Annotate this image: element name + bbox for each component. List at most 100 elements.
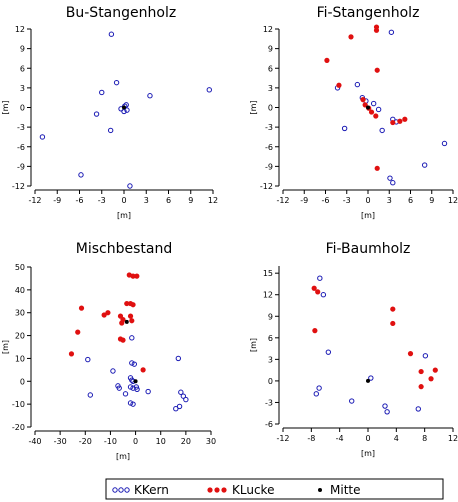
- kern-point: [388, 29, 395, 35]
- kern-point: [375, 106, 382, 113]
- lucke-point: [105, 310, 111, 316]
- y-tick-label: -20: [12, 423, 25, 432]
- lucke-point: [397, 118, 403, 124]
- kern-point: [422, 353, 429, 359]
- x-tick-label: 0: [121, 196, 126, 205]
- series-kkern: [39, 31, 212, 189]
- mitte-point: [366, 105, 370, 110]
- lucke-point: [368, 109, 375, 115]
- kern-point: [145, 388, 151, 395]
- y-tick-label: 6: [20, 64, 25, 73]
- lucke-point: [130, 302, 136, 308]
- x-tick-label: 4: [394, 434, 399, 443]
- chart-title: Bu-Stangenholz: [66, 5, 176, 21]
- x-tick-label: 20: [181, 437, 191, 446]
- x-tick-label: -4: [336, 434, 344, 443]
- lucke-point: [373, 27, 380, 33]
- lucke-point: [418, 384, 424, 390]
- x-tick-label: 0: [133, 437, 138, 446]
- kern-point: [441, 140, 448, 147]
- x-tick-label: -9: [53, 196, 61, 205]
- kern-point: [379, 127, 385, 134]
- kern-point: [368, 375, 374, 381]
- y-tick-label: -6: [265, 143, 273, 152]
- kern-point: [354, 81, 361, 88]
- kern-point: [178, 389, 184, 395]
- y-tick-label: 10: [15, 354, 25, 363]
- x-tick-label: 30: [206, 437, 216, 446]
- y-axis-label: [m]: [1, 100, 10, 114]
- series-klucke: [311, 285, 438, 390]
- y-axis-label: [m]: [249, 338, 258, 352]
- lucke-point: [68, 351, 75, 357]
- series-kkern: [313, 275, 429, 415]
- chart-misch: Mischbestand -40 -30 -20 -10 0 10 20 30 -20 -10 0 10…: [1, 241, 216, 461]
- y-tick-label: 0: [268, 377, 273, 386]
- kern-point: [320, 292, 327, 298]
- lucke-point: [120, 337, 126, 343]
- x-tick-label: 0: [365, 196, 370, 205]
- lucke-point: [374, 67, 380, 73]
- kern-point: [370, 100, 377, 107]
- y-tick-label: 3: [268, 355, 273, 364]
- x-tick-label: -3: [98, 196, 106, 205]
- y-tick-label: -9: [17, 162, 25, 171]
- chart-bu: Bu-Stangenholz -12 -9 -6 -3 0 3 6 9 12 -12 -9 -6 -3 0 3…: [1, 5, 218, 220]
- kern-point: [93, 111, 100, 117]
- chart-fi_stangen: Fi-Stangenholz -12 -9 -6 -3 0 3 6 9 12 -12 -9 -6 -3 0 3…: [249, 5, 458, 220]
- y-tick-label: 3: [268, 84, 273, 93]
- kern-point: [113, 79, 120, 86]
- lucke-point: [101, 312, 107, 318]
- mitte-point: [122, 105, 126, 110]
- x-tick-label: -30: [54, 437, 67, 446]
- chart-title: Fi-Baumholz: [326, 241, 411, 257]
- x-tick-label: -8: [307, 434, 315, 443]
- y-tick-label: 0: [268, 104, 273, 113]
- legend-mitte-label: Mitte: [330, 483, 360, 497]
- lucke-point: [418, 368, 424, 375]
- kern-point: [129, 335, 135, 341]
- kern-point: [316, 385, 322, 391]
- lucke-point: [390, 320, 396, 327]
- kern-point: [130, 401, 136, 407]
- x-tick-label: -12: [276, 434, 289, 443]
- series-klucke: [68, 272, 146, 373]
- lucke-point: [324, 57, 330, 64]
- lucke-point: [432, 367, 438, 373]
- series-mitte: [366, 105, 370, 110]
- kern-point: [317, 275, 323, 281]
- kern-point: [176, 403, 183, 410]
- kern-point: [384, 409, 390, 415]
- series-mitte: [122, 105, 126, 110]
- y-tick-label: 12: [263, 291, 273, 300]
- x-tick-label: 6: [408, 196, 413, 205]
- lucke-point: [78, 305, 85, 311]
- lucke-point: [362, 102, 368, 108]
- y-tick-label: -6: [17, 143, 25, 152]
- legend-lucke-swatch: [207, 487, 227, 493]
- y-tick-label: 3: [20, 84, 25, 93]
- kern-point: [39, 134, 46, 140]
- x-tick-label: 3: [387, 196, 392, 205]
- kern-point: [175, 355, 182, 362]
- panels: Bu-Stangenholz-12 -9 -6 -3 0 3 6 9 12-12-9-6-303…: [1, 5, 458, 461]
- kern-point: [122, 391, 129, 397]
- x-tick-label: 6: [166, 196, 171, 205]
- kern-point: [313, 391, 319, 397]
- kern-point: [85, 356, 91, 363]
- lucke-point: [390, 119, 396, 126]
- legend-box: [105, 478, 444, 500]
- y-tick-label: 12: [263, 25, 273, 34]
- y-tick-label: -3: [265, 123, 273, 132]
- series-mitte: [124, 319, 138, 384]
- y-tick-label: 30: [15, 309, 25, 318]
- y-tick-label: 6: [268, 64, 273, 73]
- kern-point: [421, 162, 428, 168]
- kern-point: [127, 400, 134, 406]
- kern-point: [180, 393, 187, 399]
- lucke-point: [127, 313, 134, 319]
- kern-point: [107, 127, 114, 134]
- lucke-point: [75, 329, 81, 335]
- kern-point: [341, 125, 348, 132]
- lucke-point: [124, 300, 130, 307]
